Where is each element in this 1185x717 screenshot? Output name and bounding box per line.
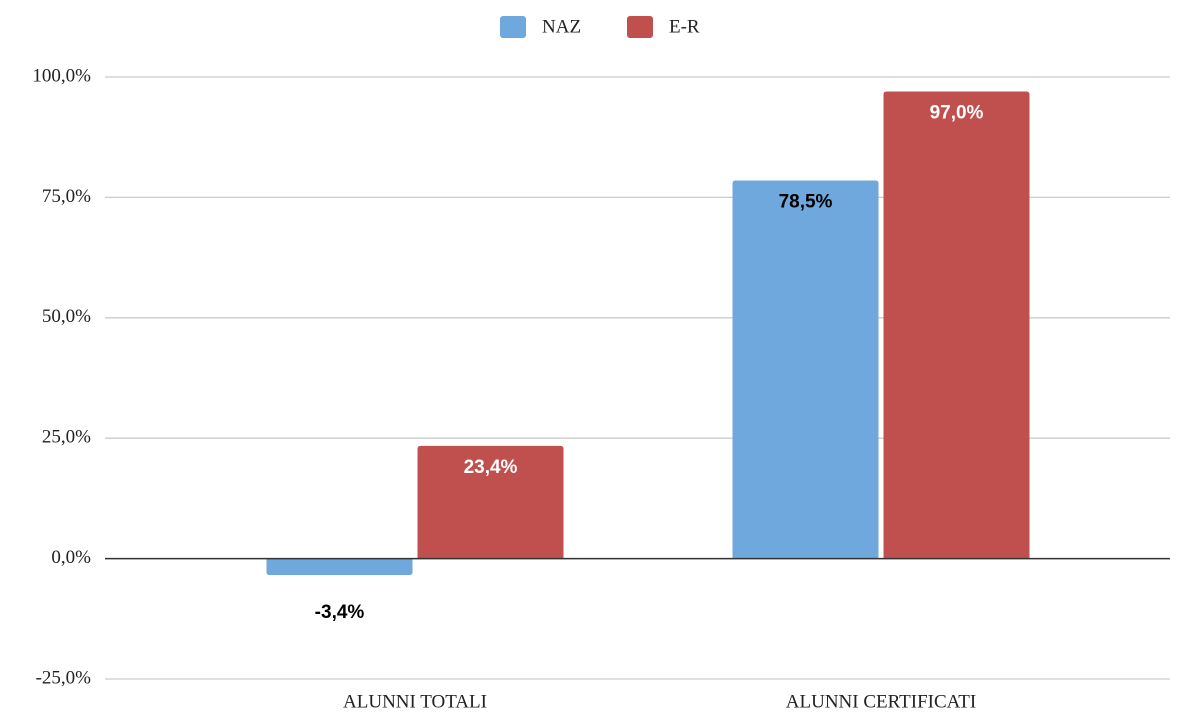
- bar: [417, 445, 564, 559]
- x-tick-label: ALUNNI CERTIFICATI: [786, 691, 976, 712]
- bar: [883, 91, 1030, 559]
- bar: [732, 180, 879, 559]
- legend-swatch: [627, 16, 653, 38]
- value-label: 78,5%: [779, 192, 833, 213]
- legend-label: NAZ: [542, 16, 581, 37]
- value-label: -3,4%: [315, 602, 365, 623]
- y-tick-label: 25,0%: [42, 427, 91, 448]
- y-tick-label: 75,0%: [42, 186, 91, 207]
- y-tick-label: 100,0%: [32, 65, 91, 86]
- value-label: 97,0%: [930, 102, 984, 123]
- y-tick-label: -25,0%: [36, 667, 92, 688]
- y-tick-label: 0,0%: [51, 547, 91, 568]
- x-tick-label: ALUNNI TOTALI: [343, 691, 487, 712]
- bar: [266, 558, 413, 575]
- y-tick-label: 50,0%: [42, 306, 91, 327]
- legend-label: E-R: [669, 16, 700, 37]
- legend-swatch: [500, 16, 526, 38]
- value-label: 23,4%: [464, 457, 518, 478]
